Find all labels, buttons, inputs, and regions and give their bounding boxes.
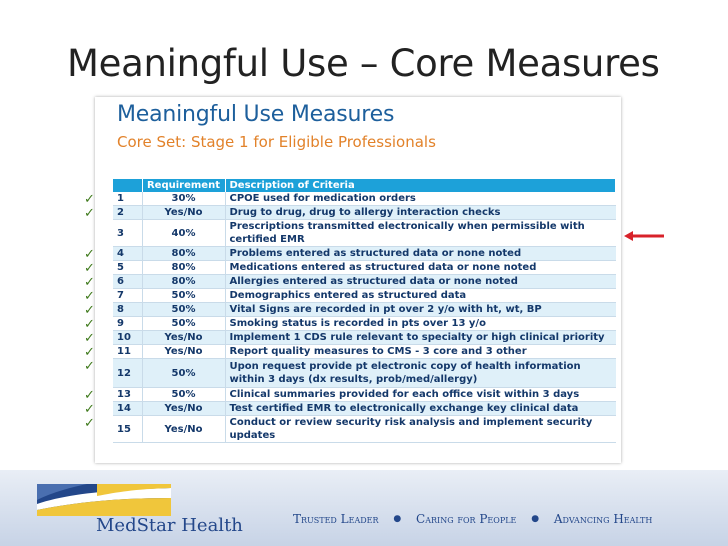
medstar-logo bbox=[37, 484, 171, 516]
row-description: Test certified EMR to electronically exc… bbox=[225, 401, 616, 416]
table-row: 2 Yes/No Drug to drug, drug to allergy int… bbox=[113, 205, 616, 220]
row-requirement: Yes/No bbox=[142, 344, 226, 359]
table-row: 14 Yes/No Test certified EMR to electronic… bbox=[113, 401, 616, 416]
table-row: 1 30% CPOE used for medication orders bbox=[113, 192, 616, 206]
row-number: 15 bbox=[113, 415, 143, 443]
row-requirement: 80% bbox=[142, 260, 226, 275]
row-description: Allergies entered as structured data or … bbox=[225, 274, 616, 289]
row-requirement: 80% bbox=[142, 246, 226, 261]
row-number: 14 bbox=[113, 401, 143, 416]
table-row: 10 Yes/No Implement 1 CDS rule relevant to… bbox=[113, 330, 616, 345]
check-icon: ✓ bbox=[84, 192, 95, 207]
row-requirement: Yes/No bbox=[142, 330, 226, 345]
row-number: 6 bbox=[113, 274, 143, 289]
row-description: Drug to drug, drug to allergy interactio… bbox=[225, 205, 616, 220]
row-requirement: 50% bbox=[142, 288, 226, 303]
row-requirement: Yes/No bbox=[142, 205, 226, 220]
table-row: 11 Yes/No Report quality measures to CMS -… bbox=[113, 344, 616, 359]
table-row: 4 80% Problems entered as structured data … bbox=[113, 246, 616, 261]
card-subheading: Core Set: Stage 1 for Eligible Professio… bbox=[117, 133, 436, 151]
tagline-item-3: Advancing Health bbox=[553, 512, 653, 526]
check-icon: ✓ bbox=[84, 330, 95, 346]
bullet-icon: ● bbox=[531, 514, 540, 524]
row-requirement: 80% bbox=[142, 274, 226, 289]
table-row: 15 Yes/No Conduct or review security risk … bbox=[113, 415, 616, 443]
table-row: 13 50% Clinical summaries provided for eac… bbox=[113, 387, 616, 402]
row-number: 2 bbox=[113, 205, 143, 220]
check-icon: ✓ bbox=[84, 415, 95, 431]
row-number: 4 bbox=[113, 246, 143, 261]
row-requirement: 30% bbox=[142, 192, 226, 206]
check-icon: ✓ bbox=[84, 401, 95, 417]
row-requirement: 50% bbox=[142, 302, 226, 317]
tagline: Trusted Leader ● Caring for People ● Adv… bbox=[293, 512, 652, 526]
row-description: Upon request provide pt electronic copy … bbox=[225, 358, 616, 388]
check-icon: ✓ bbox=[84, 205, 95, 221]
header-number bbox=[113, 179, 143, 192]
row-description: Clinical summaries provided for each off… bbox=[225, 387, 616, 402]
row-description: Report quality measures to CMS - 3 core … bbox=[225, 344, 616, 359]
row-requirement: Yes/No bbox=[142, 415, 226, 443]
table-row: 9 50% Smoking status is recorded in pts ov… bbox=[113, 316, 616, 331]
measures-table: Requirement Description of Criteria 1 30%… bbox=[113, 179, 616, 443]
row-number: 8 bbox=[113, 302, 143, 317]
row-description: Conduct or review security risk analysis… bbox=[225, 415, 616, 443]
row-description: Demographics entered as structured data bbox=[225, 288, 616, 303]
check-icon: ✓ bbox=[84, 302, 95, 318]
table-row: 6 80% Allergies entered as structured data… bbox=[113, 274, 616, 289]
row-number: 12 bbox=[113, 358, 143, 388]
row-description: CPOE used for medication orders bbox=[225, 192, 616, 206]
bullet-icon: ● bbox=[393, 514, 402, 524]
row-requirement: Yes/No bbox=[142, 401, 226, 416]
left-arrow-icon bbox=[624, 231, 664, 241]
row-description: Prescriptions transmitted electronically… bbox=[225, 219, 616, 247]
table-row: 12 50% Upon request provide pt electronic … bbox=[113, 358, 616, 388]
brand-name: MedStar Health bbox=[96, 515, 243, 536]
row-description: Medications entered as structured data o… bbox=[225, 260, 616, 275]
row-requirement: 50% bbox=[142, 316, 226, 331]
row-number: 10 bbox=[113, 330, 143, 345]
row-number: 1 bbox=[113, 192, 143, 206]
row-requirement: 50% bbox=[142, 358, 226, 388]
row-number: 9 bbox=[113, 316, 143, 331]
table-row: 8 50% Vital Signs are recorded in pt over … bbox=[113, 302, 616, 317]
check-icon: ✓ bbox=[84, 316, 95, 332]
table-header-row: Requirement Description of Criteria bbox=[113, 179, 616, 192]
row-number: 7 bbox=[113, 288, 143, 303]
row-number: 11 bbox=[113, 344, 143, 359]
header-description: Description of Criteria bbox=[225, 179, 616, 192]
measures-card: Meaningful Use Measures Core Set: Stage … bbox=[95, 97, 621, 463]
tagline-item-1: Trusted Leader bbox=[293, 512, 379, 526]
row-number: 3 bbox=[113, 219, 143, 247]
row-number: 13 bbox=[113, 387, 143, 402]
row-number: 5 bbox=[113, 260, 143, 275]
tagline-item-2: Caring for People bbox=[416, 512, 517, 526]
check-icon: ✓ bbox=[84, 358, 95, 374]
card-heading: Meaningful Use Measures bbox=[117, 102, 395, 127]
slide-title: Meaningful Use – Core Measures bbox=[67, 42, 660, 85]
row-requirement: 50% bbox=[142, 387, 226, 402]
table-row: 3 40% Prescriptions transmitted electronic… bbox=[113, 219, 616, 247]
row-requirement: 40% bbox=[142, 219, 226, 247]
check-icon: ✓ bbox=[84, 288, 95, 304]
table-row: 5 80% Medications entered as structured da… bbox=[113, 260, 616, 275]
row-description: Problems entered as structured data or n… bbox=[225, 246, 616, 261]
check-icon: ✓ bbox=[84, 246, 95, 262]
check-icon: ✓ bbox=[84, 344, 95, 360]
row-description: Implement 1 CDS rule relevant to special… bbox=[225, 330, 616, 345]
check-icon: ✓ bbox=[84, 274, 95, 290]
row-description: Vital Signs are recorded in pt over 2 y/… bbox=[225, 302, 616, 317]
header-requirement: Requirement bbox=[142, 179, 226, 192]
check-icon: ✓ bbox=[84, 387, 95, 403]
row-description: Smoking status is recorded in pts over 1… bbox=[225, 316, 616, 331]
check-icon: ✓ bbox=[84, 260, 95, 276]
table-row: 7 50% Demographics entered as structured d… bbox=[113, 288, 616, 303]
